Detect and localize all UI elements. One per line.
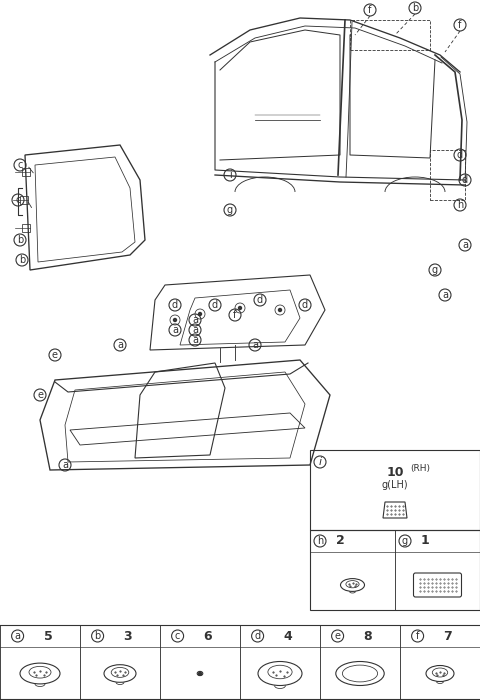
Text: 1: 1 — [420, 535, 430, 547]
Text: (RH): (RH) — [410, 463, 430, 473]
Bar — [22, 224, 30, 232]
Circle shape — [239, 307, 241, 309]
Text: a: a — [192, 335, 198, 345]
Text: a: a — [117, 340, 123, 350]
Bar — [310, 530, 480, 610]
Text: 10: 10 — [386, 466, 404, 479]
Text: d: d — [462, 175, 468, 185]
Text: h: h — [317, 536, 323, 546]
Text: c: c — [15, 195, 21, 205]
Text: g: g — [227, 205, 233, 215]
Text: i: i — [318, 457, 322, 467]
Text: a: a — [172, 325, 178, 335]
Text: 7: 7 — [444, 629, 452, 643]
Bar — [430, 150, 465, 200]
Text: d: d — [302, 300, 308, 310]
Text: a: a — [462, 240, 468, 250]
Bar — [20, 196, 28, 204]
Text: f: f — [458, 20, 462, 30]
Text: 6: 6 — [204, 629, 212, 643]
Text: f: f — [416, 631, 420, 641]
Text: 4: 4 — [284, 629, 292, 643]
Text: 3: 3 — [124, 629, 132, 643]
Text: a: a — [192, 315, 198, 325]
Text: b: b — [19, 255, 25, 265]
Text: 2: 2 — [336, 535, 344, 547]
Circle shape — [199, 672, 202, 676]
Text: b: b — [412, 3, 418, 13]
Text: a: a — [252, 340, 258, 350]
Text: d: d — [212, 300, 218, 310]
Text: e: e — [52, 350, 58, 360]
Text: g: g — [432, 265, 438, 275]
Text: 8: 8 — [364, 629, 372, 643]
Text: a: a — [62, 460, 68, 470]
Text: d: d — [457, 150, 463, 160]
Bar — [350, 20, 430, 50]
Circle shape — [278, 309, 281, 312]
Text: f: f — [233, 310, 237, 320]
Text: i: i — [228, 170, 231, 180]
Text: e: e — [335, 631, 341, 641]
Circle shape — [173, 318, 177, 321]
Text: a: a — [14, 631, 21, 641]
Text: h: h — [457, 200, 463, 210]
Text: a: a — [192, 325, 198, 335]
Text: b: b — [95, 631, 101, 641]
Text: b: b — [17, 235, 23, 245]
Text: g: g — [402, 536, 408, 546]
Text: a: a — [442, 290, 448, 300]
Text: c: c — [17, 160, 23, 170]
Text: g(LH): g(LH) — [382, 480, 408, 490]
Text: d: d — [254, 631, 261, 641]
Text: 5: 5 — [44, 629, 52, 643]
Text: e: e — [37, 390, 43, 400]
Bar — [310, 450, 480, 530]
Bar — [22, 168, 30, 176]
Text: d: d — [257, 295, 263, 305]
Text: d: d — [172, 300, 178, 310]
Text: c: c — [175, 631, 180, 641]
Text: f: f — [368, 5, 372, 15]
Circle shape — [199, 312, 202, 316]
